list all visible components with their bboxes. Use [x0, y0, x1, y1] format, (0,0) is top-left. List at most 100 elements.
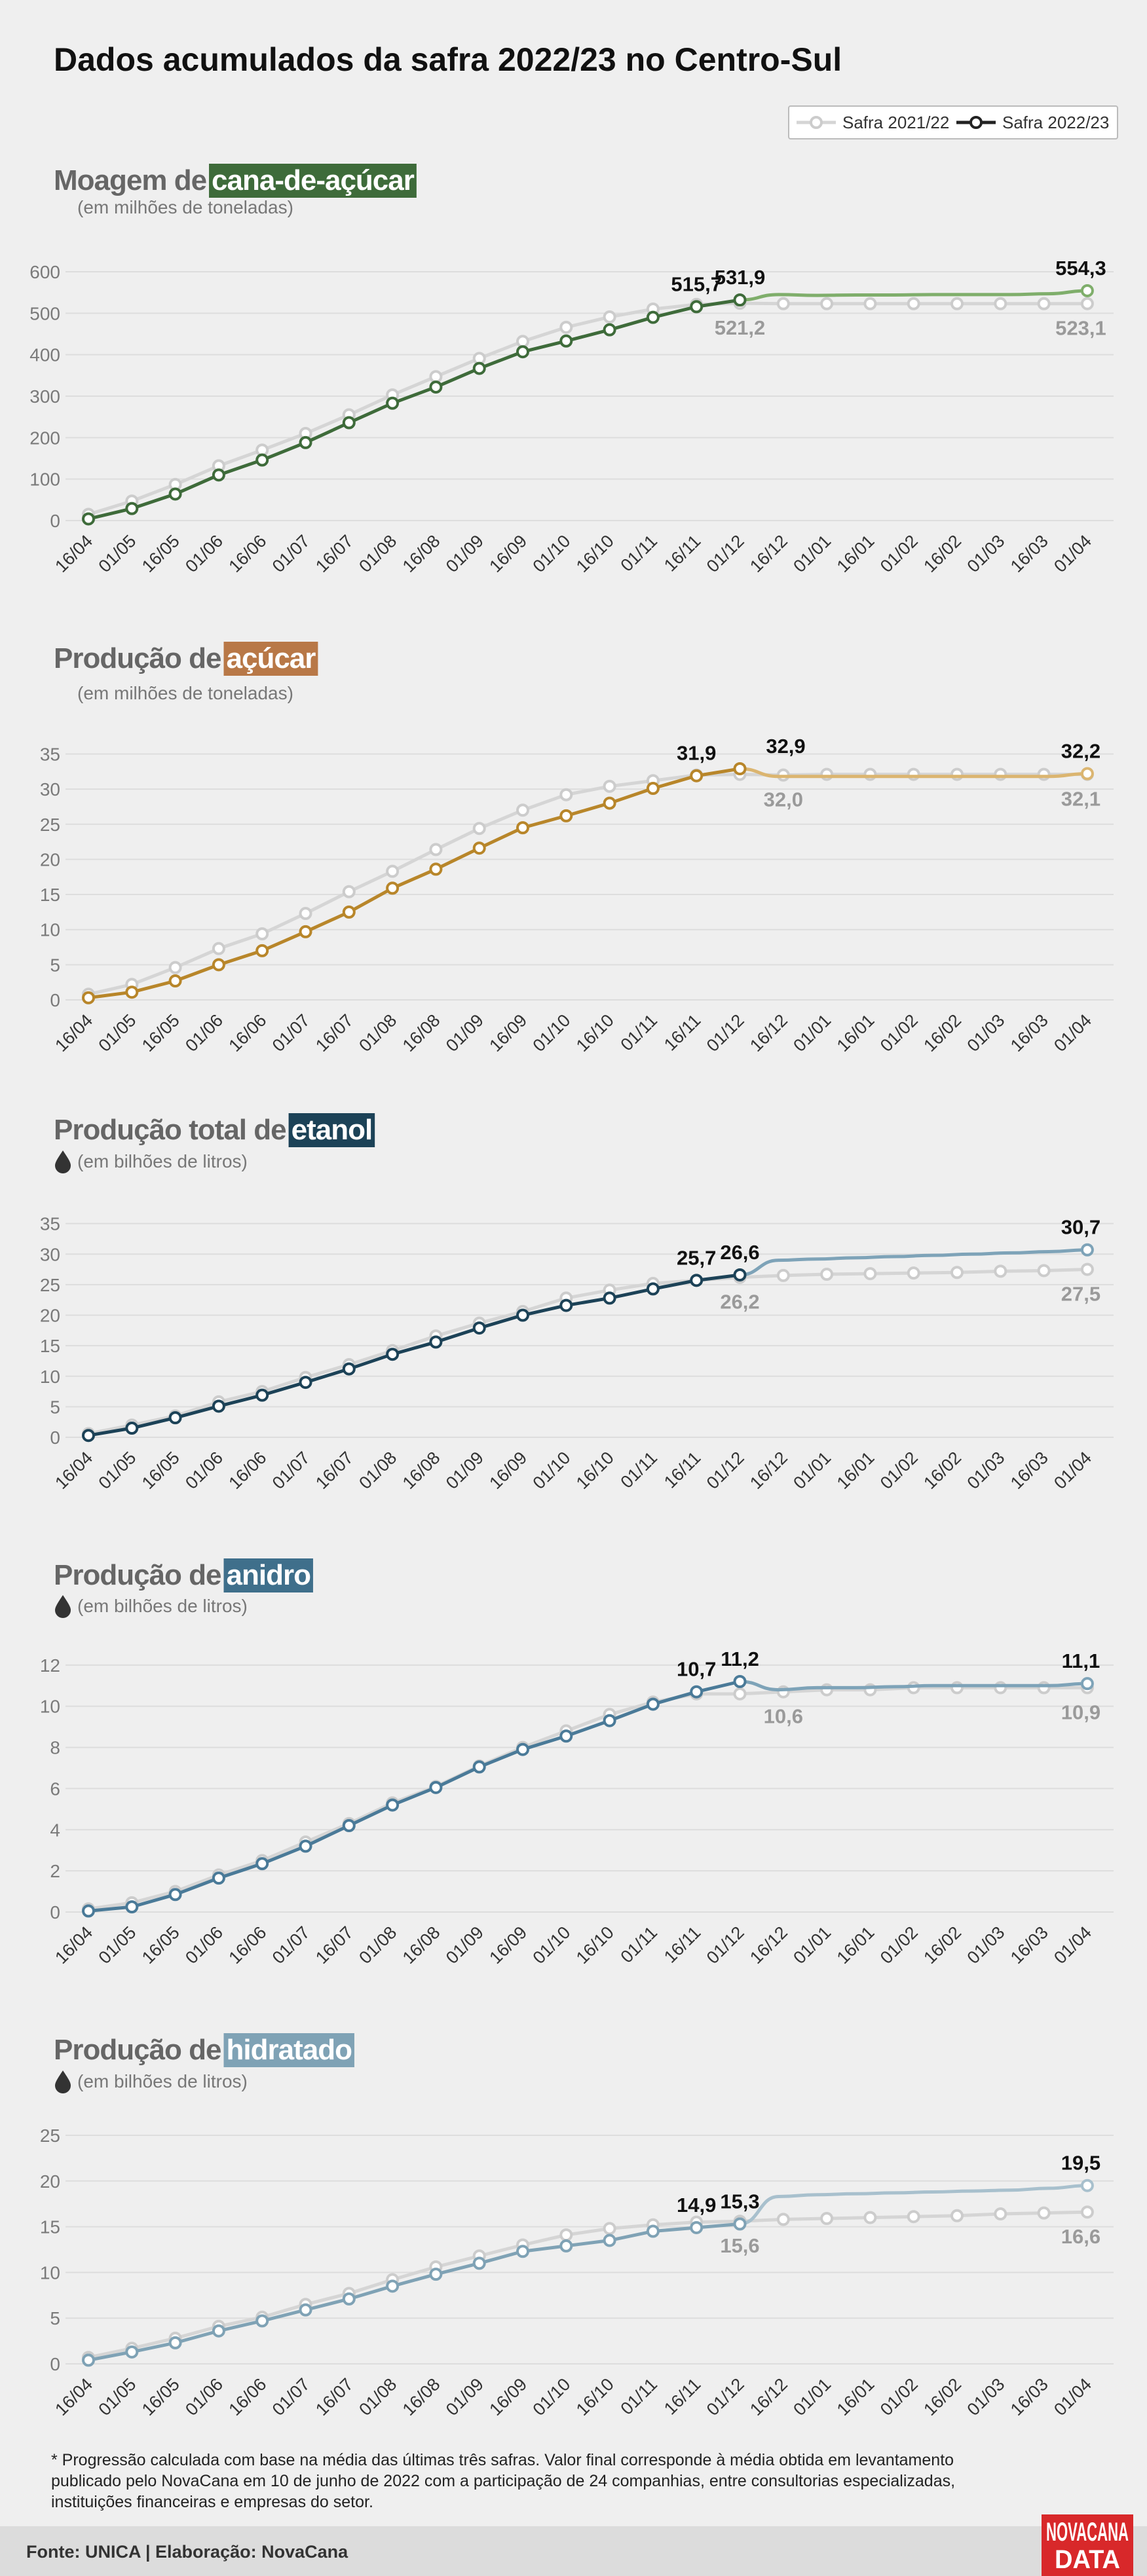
main-title: Dados acumulados da safra 2022/23 no Cen…	[54, 41, 842, 78]
point-2022-23	[255, 944, 269, 957]
point-2022-23	[212, 1871, 225, 1885]
x-tick-label: 01/08	[355, 2374, 400, 2420]
data-label-2021-22: 27,5	[1061, 1283, 1100, 1306]
footer: * Progressão calculada com base na média…	[0, 2451, 1147, 2576]
x-tick-label: 16/12	[746, 1010, 791, 1056]
y-tick-label: 35	[40, 1214, 60, 1234]
x-tick-label: 01/07	[269, 1923, 314, 1968]
chart-panel-5: Produção de hidratado (em bilhões de litro…	[40, 2033, 1114, 2420]
y-tick-label: 10	[40, 2262, 60, 2283]
y-tick-label: 300	[29, 386, 60, 407]
data-label-2021-22: 32,0	[764, 788, 803, 811]
y-tick-label: 5	[50, 1397, 60, 1417]
point-2021-22	[429, 370, 443, 384]
footnote-line-3: instituições financeiras e empresas do s…	[51, 2493, 373, 2511]
point-2021-22	[820, 297, 834, 310]
x-tick-label: 16/04	[51, 1010, 96, 1056]
chart-panel-2: Produção de açúcar (em milhões de tonelada…	[40, 642, 1114, 1056]
x-tick-label: 16/02	[920, 1010, 965, 1056]
x-tick-label: 16/10	[573, 1448, 618, 1493]
point-2021-22	[863, 297, 877, 310]
point-2022-23	[168, 487, 182, 501]
point-2022-23	[472, 361, 486, 375]
data-label-2022-23: 515,7	[671, 272, 722, 295]
point-2022-23	[342, 1819, 356, 1832]
point-2021-22	[776, 297, 790, 310]
x-tick-label: 01/03	[964, 1448, 1009, 1493]
y-tick-label: 15	[40, 885, 60, 905]
x-tick-label: 01/02	[876, 531, 922, 576]
x-tick-label: 01/11	[617, 1010, 662, 1055]
point-2022-23	[559, 334, 573, 348]
point-2022-23	[212, 1399, 225, 1413]
point-2022-23	[125, 502, 139, 515]
projection-line	[740, 289, 1087, 302]
x-tick-label: 01/08	[355, 1923, 400, 1968]
y-tick-label: 200	[29, 428, 60, 448]
y-tick-label: 6	[50, 1778, 60, 1799]
x-tick-label: 16/07	[312, 531, 357, 576]
point-2022-23	[690, 2220, 704, 2234]
point-2022-23	[386, 881, 400, 895]
x-tick-label: 01/01	[789, 1010, 835, 1056]
chart-subtitle: (em bilhões de litros)	[77, 1151, 248, 1171]
x-tick-label: 01/06	[181, 531, 227, 576]
x-tick-label: 16/09	[485, 1923, 531, 1968]
point-2021-22	[907, 2210, 920, 2224]
x-tick-label: 01/03	[964, 2374, 1009, 2420]
point-2022-23	[168, 2336, 182, 2349]
x-tick-label: 16/01	[833, 1010, 878, 1056]
point-2022-23	[646, 1697, 660, 1711]
point-2022-23	[299, 1839, 312, 1853]
projection-line	[740, 767, 1087, 779]
x-tick-label: 16/06	[225, 1010, 270, 1056]
x-tick-label: 01/07	[269, 2374, 314, 2420]
x-tick-label: 01/08	[355, 1448, 400, 1493]
x-tick-label: 16/12	[746, 2374, 791, 2420]
data-label-2022-23: 26,6	[720, 1241, 759, 1264]
data-label-2022-23: 25,7	[677, 1246, 716, 1269]
x-tick-label: 16/08	[399, 1923, 444, 1968]
projection-end-point	[1080, 1243, 1094, 1257]
x-tick-label: 01/11	[617, 1923, 662, 1967]
y-tick-label: 15	[40, 2217, 60, 2237]
point-2021-22	[342, 885, 356, 898]
point-2021-22	[994, 2207, 1007, 2221]
y-tick-label: 10	[40, 1697, 60, 1717]
novacana-logo	[1042, 2514, 1133, 2576]
x-tick-label: 01/03	[964, 531, 1009, 576]
logo-line-2: DATA	[1055, 2545, 1120, 2574]
series-line-2021-22	[88, 2210, 1087, 2359]
x-tick-label: 01/01	[789, 531, 835, 576]
footnote-line-1: * Progressão calculada com base na média…	[51, 2451, 954, 2469]
footnote-line-2: publicado pelo NovaCana em 10 de junho d…	[51, 2472, 955, 2490]
point-2022-23	[733, 2217, 747, 2231]
x-tick-label: 01/10	[529, 2374, 574, 2420]
chart-title-prefix: Produção de	[54, 1559, 221, 1591]
data-label-2021-22: 32,1	[1061, 788, 1100, 811]
y-tick-label: 10	[40, 920, 60, 940]
x-tick-label: 16/12	[746, 1923, 791, 1968]
point-2022-23	[690, 769, 704, 782]
legend-old-label: Safra 2021/22	[842, 113, 949, 132]
point-2022-23	[429, 862, 443, 876]
chart-subtitle: (em milhões de toneladas)	[77, 197, 293, 217]
point-2022-23	[168, 1411, 182, 1425]
y-tick-label: 30	[40, 779, 60, 800]
y-tick-label: 4	[50, 1820, 60, 1840]
point-2022-23	[82, 1904, 95, 1918]
x-tick-label: 16/10	[573, 1010, 618, 1056]
chart-title-highlight: hidratado	[227, 2034, 352, 2066]
x-tick-label: 01/09	[442, 2374, 487, 2420]
y-tick-label: 8	[50, 1738, 60, 1758]
source-bar	[0, 2526, 1147, 2576]
x-tick-label: 16/07	[312, 2374, 357, 2420]
x-tick-label: 01/07	[269, 1448, 314, 1493]
point-2021-22	[950, 1266, 964, 1279]
chart-title-prefix: Moagem de	[54, 164, 206, 196]
chart-subtitle: (em bilhões de litros)	[77, 1596, 248, 1616]
x-tick-label: 16/09	[485, 531, 531, 576]
x-tick-label: 16/03	[1007, 1923, 1052, 1968]
point-2021-22	[863, 2211, 877, 2224]
